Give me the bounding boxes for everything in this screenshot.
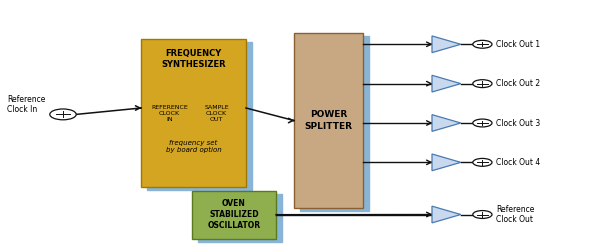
Text: Clock Out 3: Clock Out 3 — [496, 119, 541, 127]
Text: REFERENCE
CLOCK
IN: REFERENCE CLOCK IN — [151, 105, 188, 122]
Circle shape — [473, 119, 492, 127]
Polygon shape — [432, 36, 461, 53]
FancyBboxPatch shape — [300, 36, 369, 211]
Text: frequency set
by board option: frequency set by board option — [166, 140, 221, 154]
FancyBboxPatch shape — [141, 39, 246, 187]
Text: OVEN
STABILIZED
OSCILLATOR: OVEN STABILIZED OSCILLATOR — [208, 199, 260, 230]
Text: Clock Out 4: Clock Out 4 — [496, 158, 541, 167]
Polygon shape — [432, 75, 461, 92]
FancyBboxPatch shape — [147, 42, 252, 190]
Circle shape — [473, 158, 492, 166]
Text: FREQUENCY
SYNTHESIZER: FREQUENCY SYNTHESIZER — [161, 49, 226, 69]
Text: Clock Out 2: Clock Out 2 — [496, 79, 541, 88]
Polygon shape — [432, 154, 461, 171]
Text: SAMPLE
CLOCK
OUT: SAMPLE CLOCK OUT — [204, 105, 229, 122]
Text: Clock Out 1: Clock Out 1 — [496, 40, 541, 49]
FancyBboxPatch shape — [192, 191, 276, 239]
Circle shape — [473, 40, 492, 48]
FancyBboxPatch shape — [198, 194, 282, 242]
Polygon shape — [432, 115, 461, 131]
Circle shape — [473, 80, 492, 88]
Text: Reference
Clock In: Reference Clock In — [7, 95, 46, 114]
FancyBboxPatch shape — [294, 33, 363, 208]
Text: Reference
Clock Out: Reference Clock Out — [496, 205, 535, 224]
Polygon shape — [432, 206, 461, 223]
Circle shape — [473, 211, 492, 218]
Text: POWER
SPLITTER: POWER SPLITTER — [305, 110, 353, 131]
Circle shape — [50, 109, 76, 120]
